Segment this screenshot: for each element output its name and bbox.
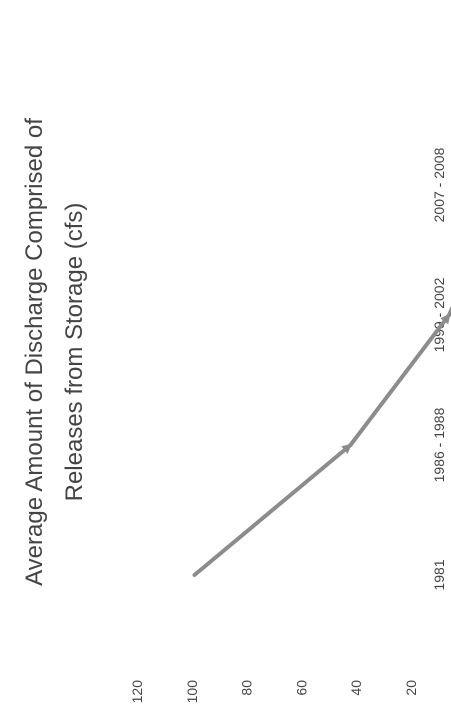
y-tick-label: 40 xyxy=(348,680,364,696)
chart-title-line-1: Average Amount of Discharge Comprised of xyxy=(21,118,48,586)
x-tick-label: 1986 - 1988 xyxy=(431,407,447,482)
x-tick-label: 1981 xyxy=(431,559,447,590)
y-tick-label: 100 xyxy=(184,680,200,704)
y-tick-label: 60 xyxy=(293,680,309,696)
x-axis-tick-labels: 1981 1986 - 1988 1999 - 2002 2007 - 2008 xyxy=(431,147,447,590)
chart-title-line-2: Releases from Storage (cfs) xyxy=(61,203,88,502)
series-segment xyxy=(192,443,353,577)
series-segment xyxy=(348,313,451,447)
x-tick-label: 1999 - 2002 xyxy=(431,277,447,352)
plot-area: Average Amount of Discharge Comprised of… xyxy=(21,118,451,704)
y-tick-label: 120 xyxy=(129,680,145,704)
x-tick-label: 2007 - 2008 xyxy=(431,147,447,222)
series-line xyxy=(192,183,451,577)
y-axis-tick-labels: 120100806040200-20-40 xyxy=(129,680,419,704)
y-tick-label: 80 xyxy=(239,680,255,696)
y-tick-label: 20 xyxy=(403,680,419,696)
